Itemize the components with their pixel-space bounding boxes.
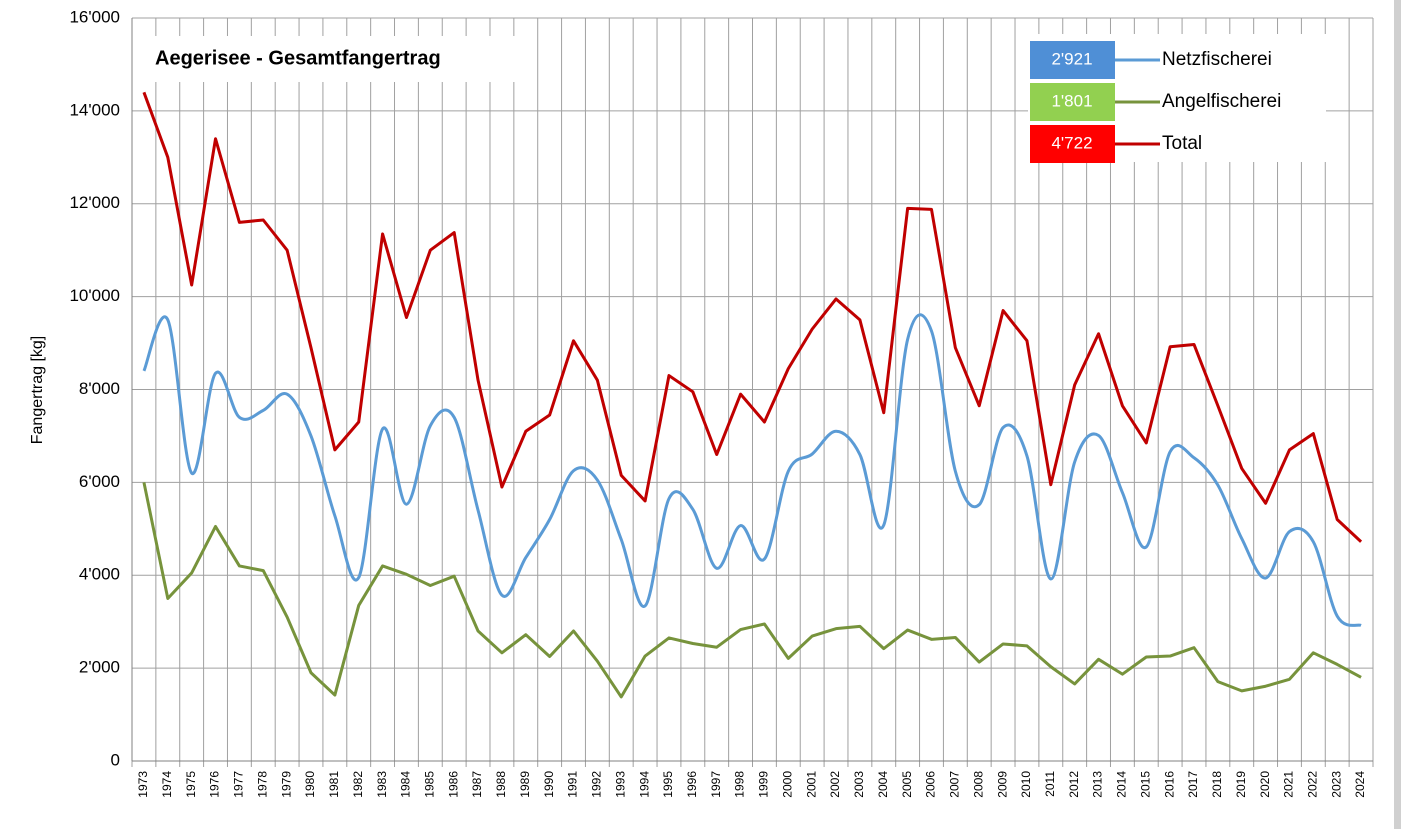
x-tick-label: 2019 <box>1234 771 1248 798</box>
legend-value-box <box>1030 41 1115 79</box>
x-tick-label: 2002 <box>828 771 842 798</box>
x-tick-label: 2020 <box>1258 771 1272 798</box>
chart-title: Aegerisee - Gesamtfangertrag <box>155 47 441 69</box>
y-tick-label: 16'000 <box>69 7 120 26</box>
title-box <box>142 36 522 82</box>
series-line <box>142 482 1362 699</box>
x-tick-label: 1998 <box>733 771 747 798</box>
x-tick-label: 2014 <box>1115 771 1129 798</box>
x-tick-label: 1999 <box>757 771 771 798</box>
x-tick-label: 1986 <box>446 771 460 798</box>
series-line <box>142 91 1363 543</box>
x-tick-label: 1983 <box>375 771 389 798</box>
legend: 2'921 Netzfischerei 1'801 Angelfischerei 4'7… <box>1030 41 1281 163</box>
x-tick-label: 1978 <box>255 771 269 798</box>
legend-label: Netzfischerei <box>1162 49 1272 70</box>
x-tick-label: 2001 <box>804 771 818 798</box>
x-tick-label: 2004 <box>876 771 890 798</box>
x-tick-label: 2021 <box>1282 771 1296 798</box>
x-tick-label: 2015 <box>1138 771 1152 798</box>
y-tick-label: 14'000 <box>69 100 120 119</box>
x-tick-label: 2009 <box>995 771 1009 798</box>
x-tick-label: 1975 <box>184 771 198 798</box>
legend-label: Total <box>1162 133 1202 154</box>
x-tick-label: 2003 <box>852 771 866 798</box>
y-axis-label: Fangertrag [kg] <box>29 336 46 445</box>
x-tick-label: 2010 <box>1019 771 1033 798</box>
x-tick-label: 1976 <box>208 771 222 798</box>
x-tick-label: 2005 <box>900 771 914 798</box>
x-tick-label: 1995 <box>661 771 675 798</box>
x-tick-label: 1990 <box>542 771 556 798</box>
x-tick-label: 1982 <box>351 771 365 798</box>
x-tick-label: 1989 <box>518 771 532 798</box>
legend-label: Angelfischerei <box>1162 91 1281 112</box>
x-tick-label: 2006 <box>924 771 938 798</box>
x-tick-label: 1973 <box>136 771 150 798</box>
x-tick-label: 2024 <box>1353 771 1367 798</box>
legend-value-box <box>1030 125 1115 163</box>
legend-value: 2'921 <box>1051 49 1092 68</box>
x-tick-label: 1977 <box>232 771 246 798</box>
series-line <box>142 313 1362 627</box>
y-tick-label: 8'000 <box>79 379 120 398</box>
y-tick-label: 4'000 <box>79 565 120 584</box>
x-tick-label: 2007 <box>948 771 962 798</box>
x-tick-label: 2013 <box>1091 771 1105 798</box>
legend-value: 4'722 <box>1051 133 1092 152</box>
y-tick-label: 6'000 <box>79 472 120 491</box>
x-tick-label: 1996 <box>685 771 699 798</box>
x-tick-label: 2022 <box>1306 771 1320 798</box>
x-tick-label: 1980 <box>303 771 317 798</box>
x-tick-label: 1997 <box>709 771 723 798</box>
x-tick-label: 2018 <box>1210 771 1224 798</box>
y-tick-label: 0 <box>111 750 120 769</box>
x-tick-label: 2023 <box>1329 771 1343 798</box>
x-tick-label: 1984 <box>399 771 413 798</box>
x-tick-label: 1988 <box>494 771 508 798</box>
x-tick-label: 1979 <box>279 771 293 798</box>
legend-value-box <box>1030 83 1115 121</box>
y-tick-label: 2'000 <box>79 658 120 677</box>
x-tick-label: 2000 <box>780 771 794 798</box>
x-tick-label: 1987 <box>470 771 484 798</box>
x-tick-label: 1992 <box>590 771 604 798</box>
x-tick-label: 2011 <box>1043 771 1057 797</box>
grid <box>131 17 1374 767</box>
x-tick-label: 1991 <box>566 771 580 798</box>
lines <box>142 91 1363 699</box>
x-tick-label: 1993 <box>613 771 627 798</box>
x-tick-label: 1994 <box>637 771 651 798</box>
x-tick-label: 2016 <box>1162 771 1176 798</box>
x-tick-label: 2008 <box>971 771 985 798</box>
x-tick-label: 1981 <box>327 771 341 798</box>
x-tick-label: 2017 <box>1186 771 1200 798</box>
legend-value: 1'801 <box>1051 91 1092 110</box>
x-tick-label: 1974 <box>160 771 174 798</box>
x-tick-label: 1985 <box>422 771 436 798</box>
y-tick-label: 10'000 <box>69 286 120 305</box>
y-tick-label: 12'000 <box>69 193 120 212</box>
shadow <box>1394 0 1401 829</box>
x-tick-label: 2012 <box>1067 771 1081 798</box>
